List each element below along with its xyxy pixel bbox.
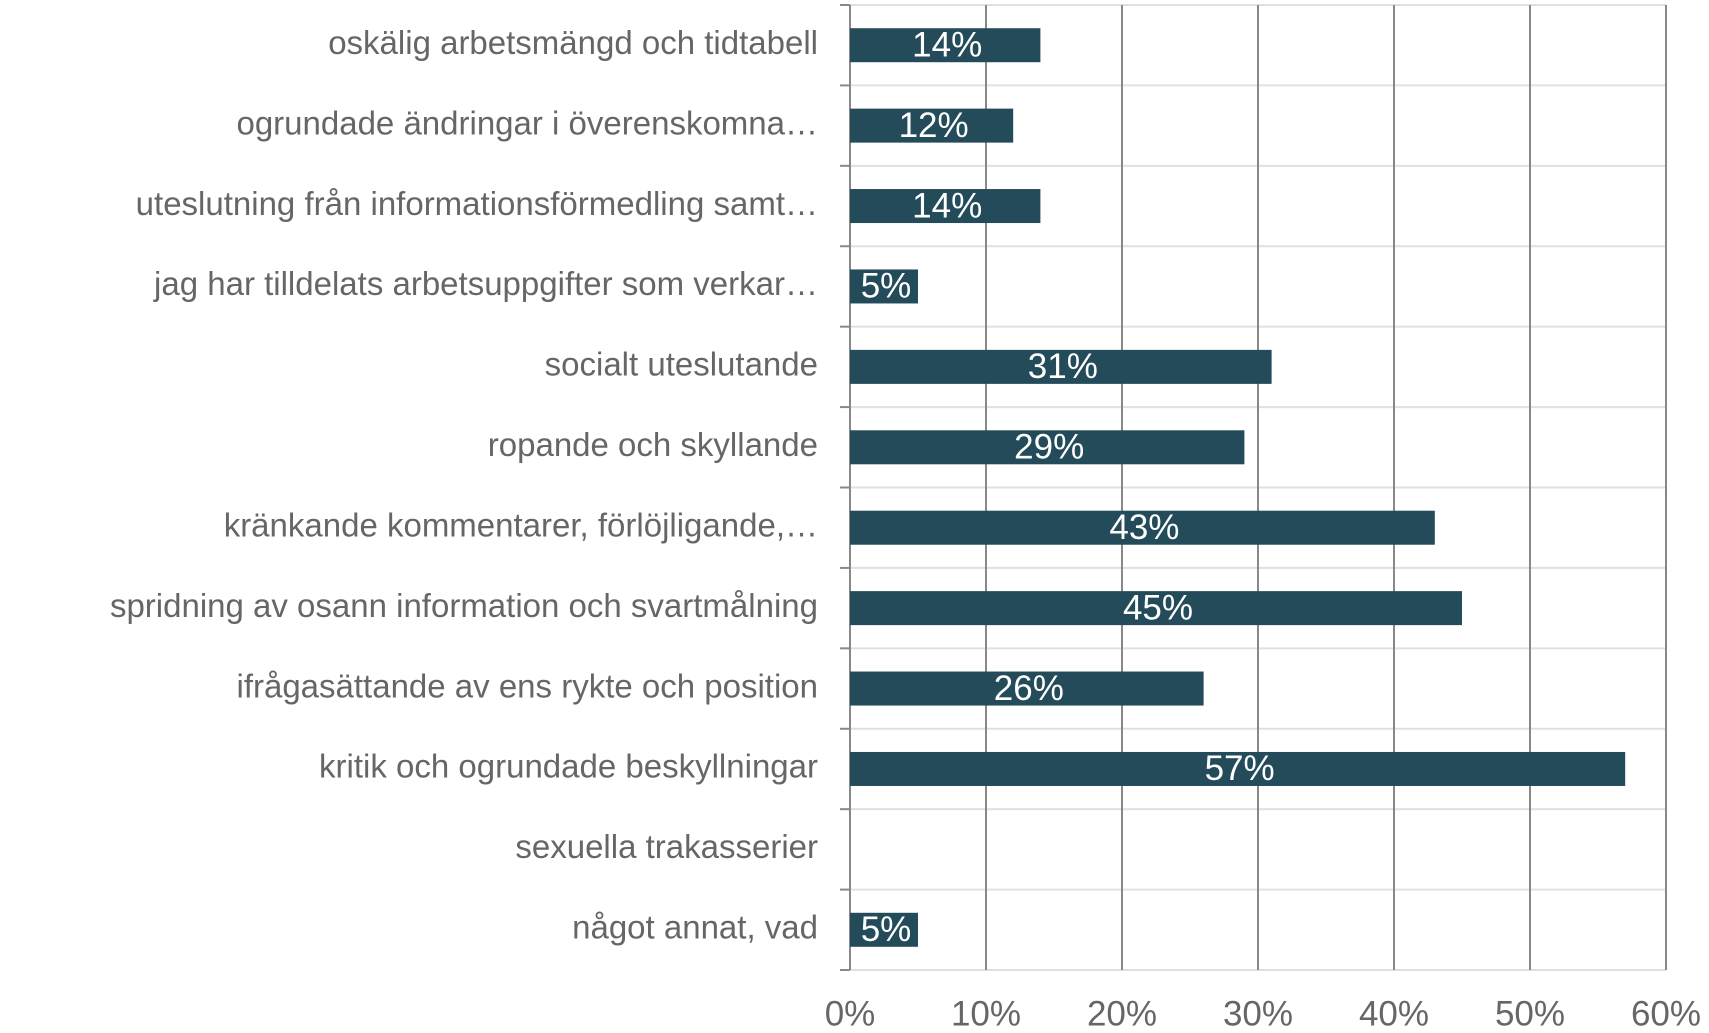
x-tick-label: 50% <box>1495 994 1565 1033</box>
y-tick-label: ogrundade ändringar i överenskomna… <box>236 104 818 141</box>
value-label: 57% <box>1205 749 1275 788</box>
bar <box>850 189 1041 224</box>
x-tick-label: 0% <box>825 994 876 1033</box>
y-tick-label: spridning av osann information och svart… <box>110 587 818 624</box>
x-tick-label: 20% <box>1087 994 1157 1033</box>
value-label: 12% <box>899 106 969 145</box>
value-label: 45% <box>1123 588 1193 627</box>
value-label: 26% <box>994 669 1064 708</box>
bar <box>850 912 918 947</box>
bar <box>850 269 918 304</box>
y-tick-label: kritik och ogrundade beskyllningar <box>319 748 818 785</box>
y-tick-label: jag har tilldelats arbetsuppgifter som v… <box>153 265 818 302</box>
y-tick-label: något annat, vad <box>572 909 818 946</box>
y-tick-label: uteslutning från informationsförmedling … <box>136 185 818 222</box>
y-tick-label: ropande och skyllande <box>488 426 818 463</box>
x-tick-label: 30% <box>1223 994 1293 1033</box>
value-label: 29% <box>1014 428 1084 467</box>
bar <box>850 108 1014 143</box>
y-tick-label: ifrågasättande av ens rykte och position <box>236 667 818 704</box>
bar <box>850 28 1041 63</box>
value-label: 43% <box>1109 508 1179 547</box>
x-tick-label: 40% <box>1359 994 1429 1033</box>
bar <box>850 349 1272 384</box>
bar <box>850 671 1204 706</box>
value-label: 5% <box>861 267 912 306</box>
bar <box>850 751 1626 786</box>
value-label: 14% <box>912 186 982 225</box>
bar <box>850 430 1245 465</box>
value-label: 31% <box>1028 347 1098 386</box>
x-tick-label: 10% <box>951 994 1021 1033</box>
y-tick-label: socialt uteslutande <box>545 346 818 383</box>
value-label: 5% <box>861 910 912 949</box>
bar <box>850 591 1462 626</box>
value-label: 14% <box>912 25 982 64</box>
bar <box>850 510 1435 545</box>
y-tick-label: kränkande kommentarer, förlöjligande,… <box>224 506 818 543</box>
y-tick-label: sexuella trakasserier <box>515 828 818 865</box>
x-tick-label: 60% <box>1631 994 1701 1033</box>
y-tick-label: oskälig arbetsmängd och tidtabell <box>328 24 818 61</box>
